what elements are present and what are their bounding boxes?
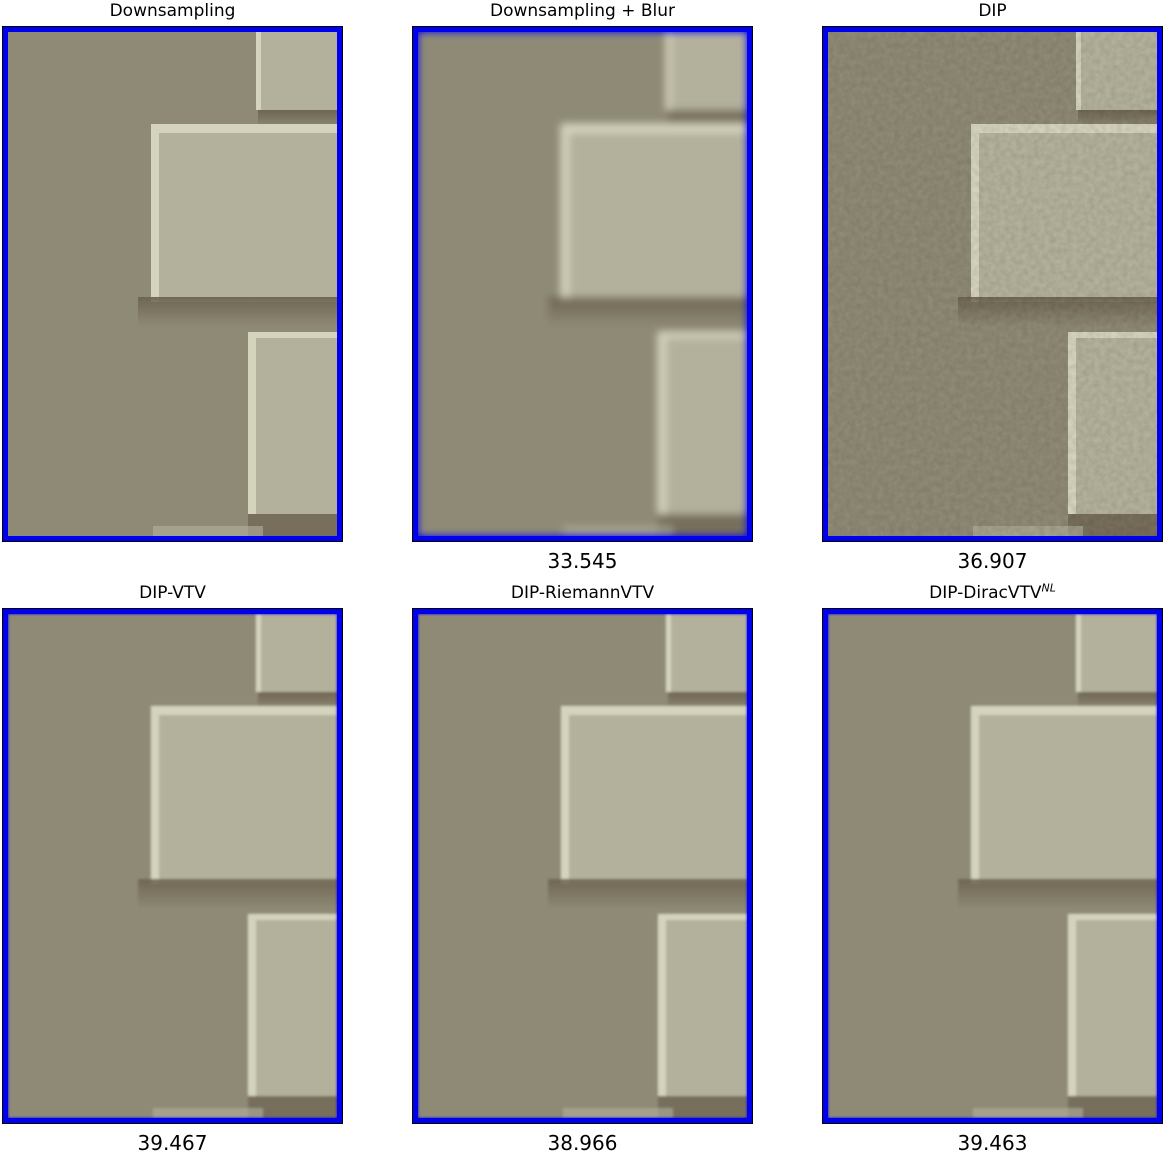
brick-bottom-left-edge xyxy=(658,332,666,514)
brick-bottom-top-edge xyxy=(248,914,337,920)
brick-middle-top-edge xyxy=(561,124,747,133)
brick-bottom xyxy=(1068,914,1157,1096)
image-frame xyxy=(822,608,1163,1124)
brick-top-edge xyxy=(666,614,671,692)
brick-middle xyxy=(561,706,747,884)
brick-top xyxy=(258,614,337,692)
psnr-score: 38.966 xyxy=(547,1131,618,1155)
brick-bottom-left-edge xyxy=(658,914,666,1096)
brick-top xyxy=(668,614,747,692)
brick-middle-shadow xyxy=(958,297,1157,327)
brick-lower-sliver xyxy=(153,1108,263,1118)
brick-middle-shadow xyxy=(138,297,337,327)
brick-bottom-shadow xyxy=(1068,1096,1157,1118)
panel-title: DIP xyxy=(978,1,1007,21)
image-crop xyxy=(418,32,747,536)
brick-bottom-left-edge xyxy=(248,914,256,1096)
image-frame xyxy=(412,608,753,1124)
brick-bottom xyxy=(1068,332,1157,514)
brick-top-edge xyxy=(1076,32,1081,110)
brick-top xyxy=(668,32,747,110)
image-frame xyxy=(2,26,343,542)
panel-title: DIP-RiemannVTV xyxy=(510,583,655,603)
image-crop xyxy=(828,32,1157,536)
brick-bottom-top-edge xyxy=(658,332,747,338)
psnr-score: 39.467 xyxy=(137,1131,208,1155)
brick-middle-shadow xyxy=(958,879,1157,909)
brick-lower-sliver xyxy=(153,526,263,536)
brick-bottom xyxy=(658,914,747,1096)
brick-top-edge xyxy=(256,614,261,692)
psnr-score: 39.463 xyxy=(957,1131,1028,1155)
brick-middle xyxy=(151,124,337,302)
brick-top-shadow xyxy=(668,110,747,128)
brick-middle-top-edge xyxy=(151,706,337,715)
brick-bottom-shadow xyxy=(658,1096,747,1118)
brick-middle-left-edge xyxy=(971,706,979,884)
brick-middle xyxy=(151,706,337,884)
brick-top-shadow xyxy=(258,692,337,710)
brick-middle-shadow xyxy=(548,297,747,327)
brick-top-edge xyxy=(1076,614,1081,692)
panel-title: DIP-DiracVTVNL xyxy=(929,581,1056,603)
brick-middle-top-edge xyxy=(971,124,1157,133)
brick-bottom-left-edge xyxy=(1068,914,1076,1096)
brick-top-shadow xyxy=(668,692,747,710)
image-frame xyxy=(2,608,343,1124)
brick-bottom-shadow xyxy=(248,514,337,536)
brick-middle-left-edge xyxy=(561,124,569,302)
image-crop xyxy=(828,614,1157,1118)
brick-middle-left-edge xyxy=(151,124,159,302)
brick-bottom xyxy=(248,332,337,514)
image-crop xyxy=(8,32,337,536)
brick-top xyxy=(258,32,337,110)
brick-middle-top-edge xyxy=(561,706,747,715)
panel-title: Downsampling + Blur xyxy=(489,1,675,21)
brick-top-edge xyxy=(666,32,671,110)
brick-bottom xyxy=(658,332,747,514)
brick-middle xyxy=(971,124,1157,302)
brick-middle-shadow xyxy=(548,879,747,909)
brick-middle xyxy=(561,124,747,302)
brick-top xyxy=(1078,32,1157,110)
brick-bottom-top-edge xyxy=(658,914,747,920)
brick-top xyxy=(1078,614,1157,692)
brick-lower-sliver xyxy=(973,1108,1083,1118)
image-frame xyxy=(822,26,1163,542)
brick-bottom-shadow xyxy=(658,514,747,536)
brick-lower-sliver xyxy=(973,526,1083,536)
brick-middle-top-edge xyxy=(971,706,1157,715)
panel-title: Downsampling xyxy=(109,1,236,21)
image-crop xyxy=(8,614,337,1118)
brick-bottom-shadow xyxy=(1068,514,1157,536)
brick-top-edge xyxy=(256,32,261,110)
psnr-score: 33.545 xyxy=(547,549,618,573)
brick-bottom-left-edge xyxy=(1068,332,1076,514)
brick-bottom-top-edge xyxy=(1068,914,1157,920)
image-frame xyxy=(412,26,753,542)
image-crop xyxy=(418,614,747,1118)
brick-top-shadow xyxy=(1078,692,1157,710)
brick-middle-shadow xyxy=(138,879,337,909)
brick-middle-left-edge xyxy=(561,706,569,884)
brick-middle-top-edge xyxy=(151,124,337,133)
brick-bottom-shadow xyxy=(248,1096,337,1118)
brick-bottom-top-edge xyxy=(248,332,337,338)
brick-middle xyxy=(971,706,1157,884)
brick-top-shadow xyxy=(258,110,337,128)
brick-lower-sliver xyxy=(563,526,673,536)
panel-title: DIP-VTV xyxy=(139,583,206,603)
psnr-score: 36.907 xyxy=(957,549,1028,573)
brick-bottom-left-edge xyxy=(248,332,256,514)
brick-bottom-top-edge xyxy=(1068,332,1157,338)
brick-bottom xyxy=(248,914,337,1096)
brick-middle-left-edge xyxy=(971,124,979,302)
brick-middle-left-edge xyxy=(151,706,159,884)
brick-top-shadow xyxy=(1078,110,1157,128)
brick-lower-sliver xyxy=(563,1108,673,1118)
